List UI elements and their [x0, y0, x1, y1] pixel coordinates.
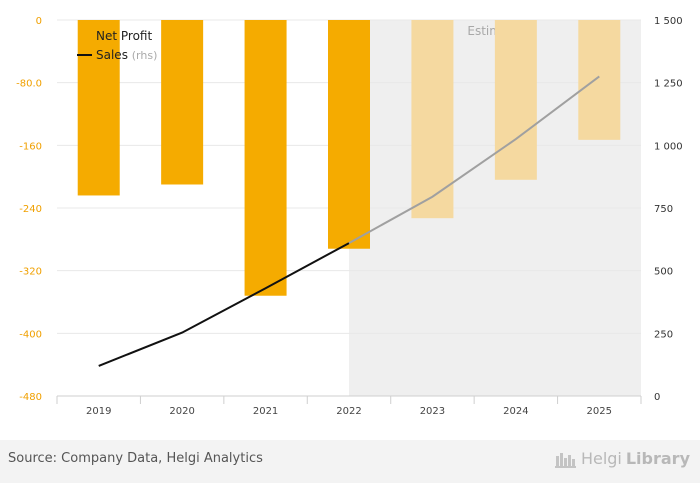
x-axis-tick-label: 2020 — [169, 406, 194, 417]
footer: Source: Company Data, Helgi Analytics He… — [0, 440, 700, 483]
left-axis-tick-label: -480 — [19, 392, 42, 403]
axes-layer: 0 -80.0 -160 -240 -320 -400 -480 0 250 500 750 1 00… — [16, 16, 683, 417]
line-layer — [98, 75, 600, 367]
right-axis-tick-label: 0 — [654, 392, 660, 403]
x-axis-tick-label: 2021 — [253, 406, 278, 417]
right-axis-tick-label: 1 000 — [654, 141, 683, 152]
x-axis-tick-label: 2019 — [86, 406, 111, 417]
bars-layer — [77, 20, 621, 296]
x-axis-tick-label: 2025 — [587, 406, 612, 417]
right-axis-tick-label: 250 — [654, 329, 673, 340]
right-axis-tick-label: 1 250 — [654, 79, 683, 90]
bar — [244, 20, 287, 296]
brand-name-suffix: Library — [625, 449, 690, 468]
legend-sales-suffix: (rhs) — [132, 49, 158, 62]
library-logo-icon — [554, 452, 576, 468]
legend-net-profit-label: Net Profit — [96, 29, 152, 43]
left-axis-tick-label: 0 — [36, 16, 42, 27]
left-axis-tick-label: -160 — [19, 141, 42, 152]
source-text: Source: Company Data, Helgi Analytics — [8, 451, 263, 466]
x-axis-tick-label: 2024 — [503, 406, 528, 417]
bar — [494, 20, 537, 180]
bar — [578, 20, 621, 140]
right-axis-tick-label: 1 500 — [654, 16, 683, 27]
brand-name: Helgi — [580, 449, 622, 468]
left-axis-tick-label: -400 — [19, 329, 42, 340]
bar — [328, 20, 370, 249]
sales-line-estimate — [348, 75, 600, 244]
left-axis-tick-label: -80.0 — [16, 79, 42, 90]
legend-bar-swatch — [78, 29, 86, 42]
x-axis-tick-label: 2022 — [336, 406, 361, 417]
bar — [77, 20, 120, 196]
left-axis-tick-label: -240 — [19, 204, 42, 215]
bar — [161, 20, 204, 185]
brand-logo[interactable]: Helgi Library — [554, 449, 690, 468]
right-axis-tick-label: 500 — [654, 267, 673, 278]
legend-sales-label: Sales (rhs) — [96, 48, 157, 62]
left-axis-tick-label: -320 — [19, 267, 42, 278]
bar — [411, 20, 454, 219]
legend[interactable]: Net Profit Sales (rhs) — [77, 29, 157, 62]
right-axis-tick-label: 750 — [654, 204, 673, 215]
x-axis-tick-label: 2023 — [420, 406, 445, 417]
sales-line-actual — [98, 242, 350, 367]
